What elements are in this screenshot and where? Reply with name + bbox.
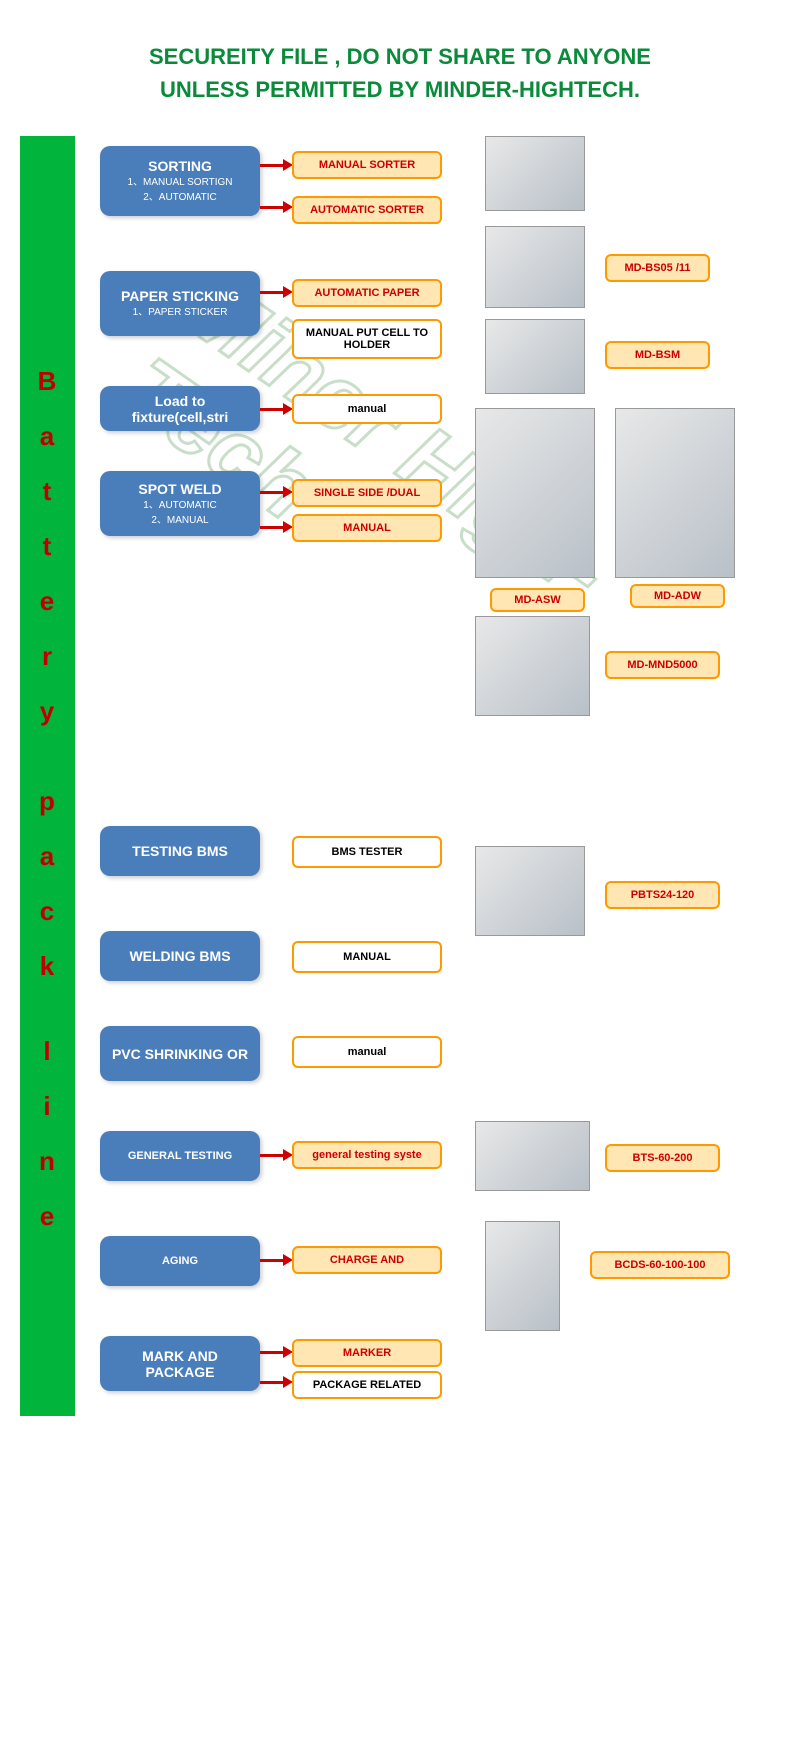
tag-box: MARKER: [292, 1339, 442, 1367]
sidebar-letter: a: [40, 841, 54, 872]
sidebar-letter: a: [40, 421, 54, 452]
process-testbms: TESTING BMS: [100, 826, 260, 876]
tag-box: general testing syste: [292, 1141, 442, 1169]
arrow: [260, 1381, 285, 1384]
equipment-photo: [485, 136, 585, 211]
equipment-photo: [475, 1121, 590, 1191]
sidebar-letter: l: [43, 1036, 50, 1067]
process-load: Load to fixture(cell,stri: [100, 386, 260, 431]
sidebar-letter: k: [40, 951, 54, 982]
model-label: MD-ASW: [490, 588, 585, 612]
equipment-photo: [475, 616, 590, 716]
arrow: [260, 164, 285, 167]
tag-box: BMS TESTER: [292, 836, 442, 868]
process-aging: AGING: [100, 1236, 260, 1286]
sidebar-letter: y: [40, 696, 54, 727]
tag-box: AUTOMATIC PAPER: [292, 279, 442, 307]
sidebar-letter: e: [40, 1201, 54, 1232]
arrow: [260, 291, 285, 294]
sidebar-letter: n: [39, 1146, 55, 1177]
tag-box: SINGLE SIDE /DUAL: [292, 479, 442, 507]
tag-box: MANUAL: [292, 941, 442, 973]
arrow: [260, 491, 285, 494]
tag-box: manual: [292, 394, 442, 424]
process-weldbms: WELDING BMS: [100, 931, 260, 981]
tag-box: manual: [292, 1036, 442, 1068]
tag-box: MANUAL PUT CELL TO HOLDER: [292, 319, 442, 359]
tag-box: MANUAL SORTER: [292, 151, 442, 179]
equipment-photo: [485, 319, 585, 394]
model-label: BCDS-60-100-100: [590, 1251, 730, 1279]
arrow: [260, 1154, 285, 1157]
arrow: [260, 526, 285, 529]
process-sorting: SORTING1、MANUAL SORTIGN2、AUTOMATIC: [100, 146, 260, 216]
sidebar-letter: B: [38, 366, 57, 397]
process-mark: MARK AND PACKAGE: [100, 1336, 260, 1391]
equipment-photo: [615, 408, 735, 578]
model-label: PBTS24-120: [605, 881, 720, 909]
header-line1: SECUREITY FILE , DO NOT SHARE TO ANYONE: [40, 40, 760, 73]
process-paper: PAPER STICKING1、PAPER STICKER: [100, 271, 260, 336]
equipment-photo: [475, 846, 585, 936]
model-label: MD-MND5000: [605, 651, 720, 679]
sidebar-letter: c: [40, 896, 54, 927]
equipment-photo: [485, 1221, 560, 1331]
header-line2: UNLESS PERMITTED BY MINDER-HIGHTECH.: [40, 73, 760, 106]
process-gentest: GENERAL TESTING: [100, 1131, 260, 1181]
equipment-photo: [475, 408, 595, 578]
process-spotweld: SPOT WELD1、AUTOMATIC2、MANUAL: [100, 471, 260, 536]
model-label: BTS-60-200: [605, 1144, 720, 1172]
sidebar-letter: e: [40, 586, 54, 617]
tag-box: CHARGE AND: [292, 1246, 442, 1274]
process-pvc: PVC SHRINKING OR: [100, 1026, 260, 1081]
sidebar-letter: t: [43, 531, 52, 562]
sidebar-letter: p: [39, 786, 55, 817]
tag-box: AUTOMATIC SORTER: [292, 196, 442, 224]
arrow: [260, 408, 285, 411]
sidebar-letter: t: [43, 476, 52, 507]
header: SECUREITY FILE , DO NOT SHARE TO ANYONE …: [0, 0, 800, 136]
model-label: MD-BS05 /11: [605, 254, 710, 282]
arrow: [260, 1259, 285, 1262]
model-label: MD-BSM: [605, 341, 710, 369]
tag-box: MANUAL: [292, 514, 442, 542]
sidebar-letter: i: [43, 1091, 50, 1122]
model-label: MD-ADW: [630, 584, 725, 608]
arrow: [260, 1351, 285, 1354]
diagram-container: Miner High-Tech Batterypackline SORTING1…: [0, 136, 800, 1686]
arrow: [260, 206, 285, 209]
equipment-photo: [485, 226, 585, 308]
sidebar-letter: r: [42, 641, 52, 672]
tag-box: PACKAGE RELATED: [292, 1371, 442, 1399]
